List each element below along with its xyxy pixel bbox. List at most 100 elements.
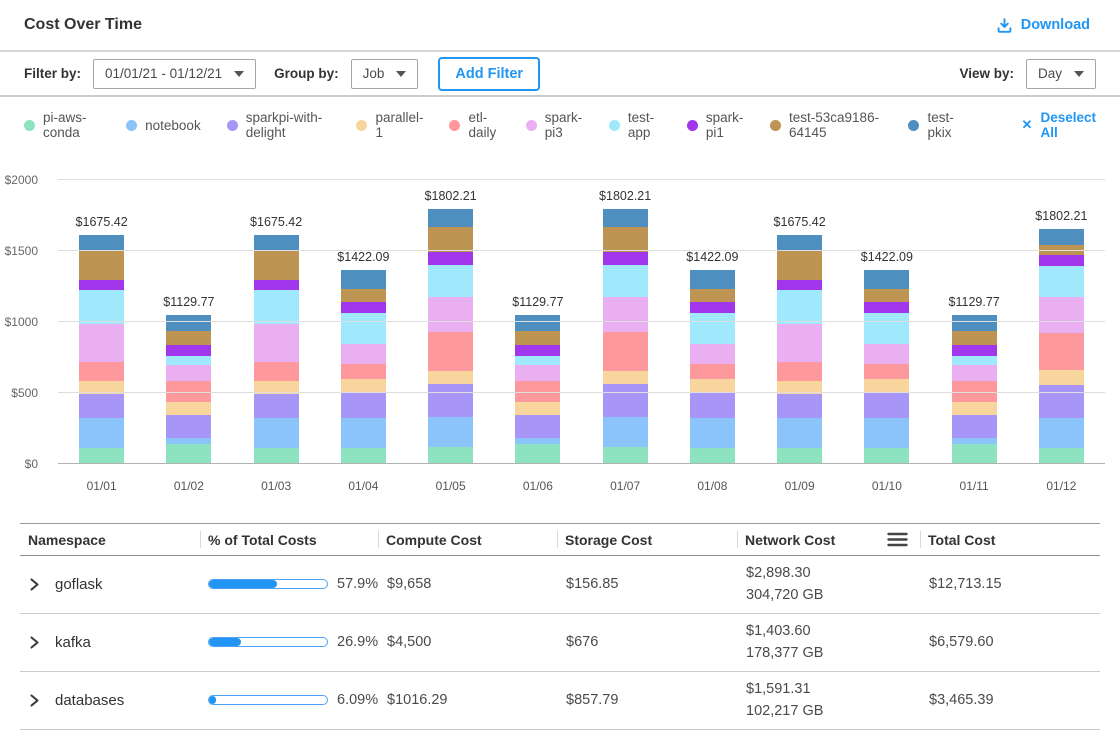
gridline [58, 179, 1105, 180]
bar-slot: $1675.42 [58, 180, 145, 464]
network-gb-value: 178,377 GB [746, 642, 920, 664]
bar-segment-test-pkix [166, 315, 211, 331]
bar-segment-etl-daily [690, 364, 735, 379]
legend-item-test-pkix[interactable]: test-pkix [908, 110, 961, 140]
stacked-bar[interactable]: $1129.77 [166, 315, 211, 464]
y-axis-tick-label: $0 [25, 457, 38, 471]
legend-item-spark-pi3[interactable]: spark-pi3 [526, 110, 583, 140]
legend-color-dot [126, 120, 137, 131]
percent-of-total-cell: 26.9% [200, 634, 378, 650]
stacked-bar[interactable]: $1422.09 [864, 270, 909, 464]
bar-segment-test-pkix [79, 235, 124, 251]
stacked-bar[interactable]: $1129.77 [515, 315, 560, 464]
bar-segment-test-pkix [428, 209, 473, 227]
x-axis-tick-label: 01/08 [669, 479, 756, 493]
legend-item-spark-pi1[interactable]: spark-pi1 [687, 110, 744, 140]
bar-segment-pi-aws-conda [428, 447, 473, 464]
legend-item-sparkpi-with-delight[interactable]: sparkpi-with-delight [227, 110, 331, 140]
y-axis-tick-label: $2000 [5, 173, 38, 187]
percent-label: 26.9% [337, 634, 378, 650]
bar-segment-etl-daily [1039, 333, 1084, 370]
legend-item-parallel-1[interactable]: parallel-1 [356, 110, 423, 140]
table-row-databases[interactable]: databases 6.09% $1016.29 $857.79 $1,591.… [20, 672, 1100, 730]
columns-menu-button[interactable] [887, 532, 908, 547]
total-cost-cell: $12,713.15 [920, 576, 1100, 592]
stacked-bar[interactable]: $1802.21 [1039, 229, 1084, 464]
bar-segment-parallel-1 [952, 402, 997, 415]
legend-item-label: pi-aws-conda [43, 110, 100, 140]
legend-color-dot [609, 120, 620, 131]
deselect-all-button[interactable]: ✕ Deselect All [1022, 110, 1096, 140]
bar-segment-test-53ca9186-64145 [79, 251, 124, 280]
bar-segment-spark-pi1 [603, 252, 648, 264]
bar-segment-test-53ca9186-64145 [690, 289, 735, 302]
expand-row-button[interactable] [29, 636, 40, 649]
bar-segment-test-app [952, 356, 997, 365]
stacked-bar[interactable]: $1422.09 [690, 270, 735, 464]
x-axis: 01/0101/0201/0301/0401/0501/0601/0701/08… [58, 479, 1105, 493]
bar-segment-sparkpi-with-delight [952, 415, 997, 438]
bar-segment-spark-pi3 [341, 344, 386, 364]
legend-color-dot [227, 120, 238, 131]
namespace-label: goflask [55, 576, 103, 593]
bar-segment-etl-daily [428, 332, 473, 371]
bar-segment-spark-pi1 [1039, 255, 1084, 266]
stacked-bar[interactable]: $1675.42 [79, 235, 124, 464]
group-by-select[interactable]: Job [351, 59, 419, 89]
legend-color-dot [449, 120, 460, 131]
bar-segment-sparkpi-with-delight [515, 415, 560, 438]
legend-item-test-app[interactable]: test-app [609, 110, 661, 140]
legend-color-dot [356, 120, 367, 131]
legend-item-pi-aws-conda[interactable]: pi-aws-conda [24, 110, 100, 140]
bar-segment-notebook [603, 417, 648, 448]
add-filter-button[interactable]: Add Filter [438, 57, 540, 91]
legend-color-dot [24, 120, 35, 131]
bar-segment-notebook [254, 418, 299, 448]
bar-segment-parallel-1 [515, 402, 560, 415]
percent-of-total-cell: 57.9% [200, 576, 378, 592]
stacked-bar[interactable]: $1129.77 [952, 315, 997, 464]
total-cost-cell: $6,579.60 [920, 634, 1100, 650]
download-button[interactable]: Download [990, 16, 1096, 35]
bar-segment-notebook [428, 417, 473, 448]
caret-down-icon [234, 71, 244, 77]
bar-total-label: $1129.77 [163, 295, 214, 309]
bar-segment-pi-aws-conda [166, 444, 211, 464]
gridline [58, 392, 1105, 393]
stacked-bar[interactable]: $1675.42 [254, 235, 299, 464]
bar-segment-parallel-1 [690, 379, 735, 393]
stacked-bar[interactable]: $1422.09 [341, 270, 386, 464]
table-row-kafka[interactable]: kafka 26.9% $4,500 $676 $1,403.60 178,37… [20, 614, 1100, 672]
legend-item-etl-daily[interactable]: etl-daily [449, 110, 499, 140]
bar-segment-test-app [864, 313, 909, 344]
filter-by-label: Filter by: [24, 66, 81, 81]
x-icon: ✕ [1022, 117, 1033, 133]
download-icon [996, 17, 1013, 34]
namespace-label: databases [55, 692, 124, 709]
stacked-bar[interactable]: $1675.42 [777, 235, 822, 464]
bar-segment-parallel-1 [428, 371, 473, 384]
stacked-bar[interactable]: $1802.21 [603, 209, 648, 464]
bar-segment-etl-daily [79, 362, 124, 381]
stacked-bar[interactable]: $1802.21 [428, 209, 473, 464]
bar-segment-sparkpi-with-delight [864, 393, 909, 418]
x-axis-tick-label: 01/05 [407, 479, 494, 493]
progress-fill [209, 638, 241, 646]
date-range-select[interactable]: 01/01/21 - 01/12/21 [93, 59, 256, 89]
network-cost-value: $2,898.30 [746, 562, 920, 584]
view-by-select[interactable]: Day [1026, 59, 1096, 89]
percent-progress-bar [208, 637, 328, 647]
bar-segment-notebook [79, 418, 124, 448]
expand-row-button[interactable] [29, 578, 40, 591]
bar-segment-notebook [690, 418, 735, 448]
namespace-cost-table: Namespace % of Total Costs Compute Cost … [20, 523, 1100, 730]
column-header-percent-of-total-costs: % of Total Costs [200, 524, 378, 555]
bar-segment-spark-pi3 [690, 344, 735, 364]
progress-fill [209, 580, 277, 588]
legend-item-test-53ca9186-64145[interactable]: test-53ca9186-64145 [770, 110, 882, 140]
table-row-goflask[interactable]: goflask 57.9% $9,658 $156.85 $2,898.30 3… [20, 556, 1100, 614]
x-axis-tick-label: 01/06 [494, 479, 581, 493]
bar-segment-test-pkix [690, 270, 735, 289]
legend-item-notebook[interactable]: notebook [126, 118, 201, 133]
expand-row-button[interactable] [29, 694, 40, 707]
